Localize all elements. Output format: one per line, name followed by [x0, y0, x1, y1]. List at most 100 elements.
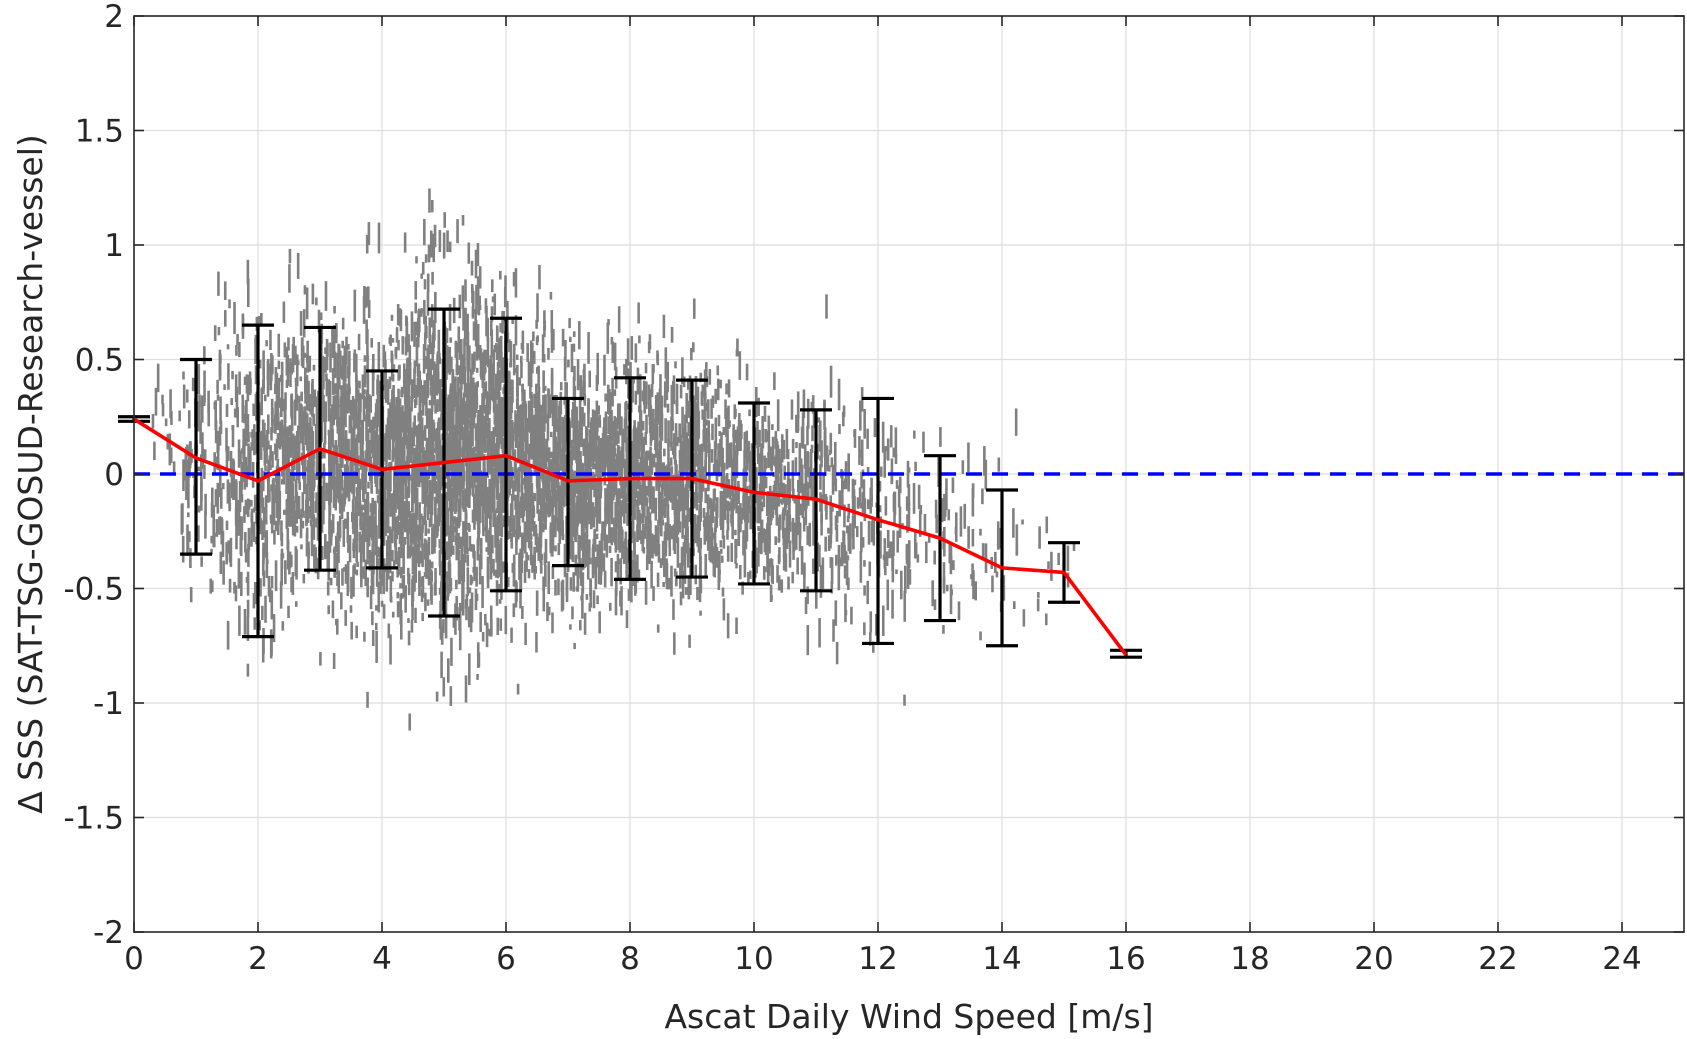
scatter-point [832, 619, 835, 642]
scatter-point [642, 436, 646, 453]
scatter-point [445, 541, 449, 551]
scatter-point [606, 483, 610, 516]
scatter-point [814, 580, 818, 609]
scatter-point [237, 506, 240, 536]
scatter-point [680, 548, 684, 577]
scatter-point [881, 421, 885, 453]
scatter-point [846, 555, 850, 561]
scatter-point [214, 400, 218, 430]
scatter-point [406, 412, 410, 426]
scatter-point [372, 457, 376, 465]
scatter-point [774, 536, 778, 546]
scatter-point [763, 405, 767, 422]
scatter-point [458, 294, 462, 319]
scatter-point [151, 413, 155, 429]
scatter-point [492, 391, 496, 413]
scatter-point [579, 385, 583, 401]
scatter-point [368, 419, 372, 433]
scatter-point [496, 361, 500, 382]
scatter-point [424, 450, 427, 466]
scatter-point [823, 401, 826, 431]
scatter-point [686, 542, 690, 568]
scatter-point [776, 399, 780, 432]
scatter-point [707, 483, 710, 491]
scatter-point [788, 491, 791, 521]
scatter-point [405, 486, 409, 499]
scatter-point [625, 548, 629, 564]
scatter-point [957, 601, 961, 621]
scatter-point [572, 446, 576, 461]
scatter-point [479, 405, 482, 430]
scatter-point [572, 343, 576, 352]
scatter-point [455, 369, 459, 376]
scatter-point [568, 456, 572, 487]
scatter-point [811, 425, 814, 442]
scatter-point [613, 389, 617, 396]
scatter-point [367, 299, 371, 319]
scatter-point [703, 410, 707, 429]
scatter-point [219, 551, 223, 575]
scatter-point [884, 446, 887, 452]
scatter-point [423, 299, 426, 325]
scatter-point [416, 425, 419, 445]
scatter-point [390, 314, 394, 321]
scatter-point [275, 490, 279, 519]
scatter-point [449, 437, 453, 458]
scatter-point [508, 472, 511, 480]
scatter-point [418, 517, 422, 541]
scatter-point [540, 406, 543, 412]
scatter-point [806, 586, 809, 604]
scatter-point [282, 402, 285, 412]
scatter-point [379, 562, 382, 594]
scatter-point [360, 445, 363, 452]
scatter-point [593, 530, 596, 543]
scatter-point [895, 569, 898, 575]
scatter-point [308, 473, 312, 492]
scatter-point [788, 540, 792, 568]
scatter-point [404, 315, 408, 327]
scatter-point [341, 340, 345, 349]
scatter-point [413, 321, 416, 347]
scatter-point [363, 365, 367, 388]
scatter-point [885, 551, 889, 566]
scatter-point [677, 486, 681, 510]
scatter-point [621, 529, 624, 559]
scatter-point [434, 481, 438, 492]
scatter-point [824, 536, 827, 552]
scatter-point [667, 438, 670, 470]
scatter-point [492, 569, 496, 576]
scatter-point [607, 319, 610, 326]
scatter-point [342, 392, 345, 416]
scatter-point [878, 480, 882, 492]
scatter-point [792, 488, 795, 501]
scatter-point [682, 497, 686, 529]
scatter-point [481, 378, 485, 388]
scatter-point [491, 296, 495, 303]
scatter-point [514, 457, 517, 480]
scatter-point [563, 418, 567, 447]
scatter-point [231, 458, 235, 472]
scatter-point [718, 569, 721, 575]
scatter-point [476, 243, 480, 267]
scatter-point [486, 488, 490, 503]
scatter-point [524, 491, 528, 501]
scatter-point [431, 527, 434, 555]
scatter-point [658, 506, 661, 526]
scatter-point [575, 474, 578, 493]
scatter-point [415, 543, 419, 564]
scatter-point [252, 403, 255, 417]
scatter-point [240, 448, 244, 454]
scatter-point [676, 537, 680, 568]
scatter-point [374, 622, 378, 631]
scatter-point [274, 560, 278, 592]
scatter-point [651, 364, 655, 385]
scatter-point [462, 521, 465, 547]
scatter-point [463, 366, 467, 375]
scatter-point [312, 514, 316, 540]
scatter-point [252, 507, 256, 513]
scatter-point [971, 529, 975, 547]
scatter-point [701, 384, 705, 398]
scatter-point [263, 394, 267, 402]
scatter-point [458, 536, 462, 550]
scatter-point [403, 536, 407, 545]
